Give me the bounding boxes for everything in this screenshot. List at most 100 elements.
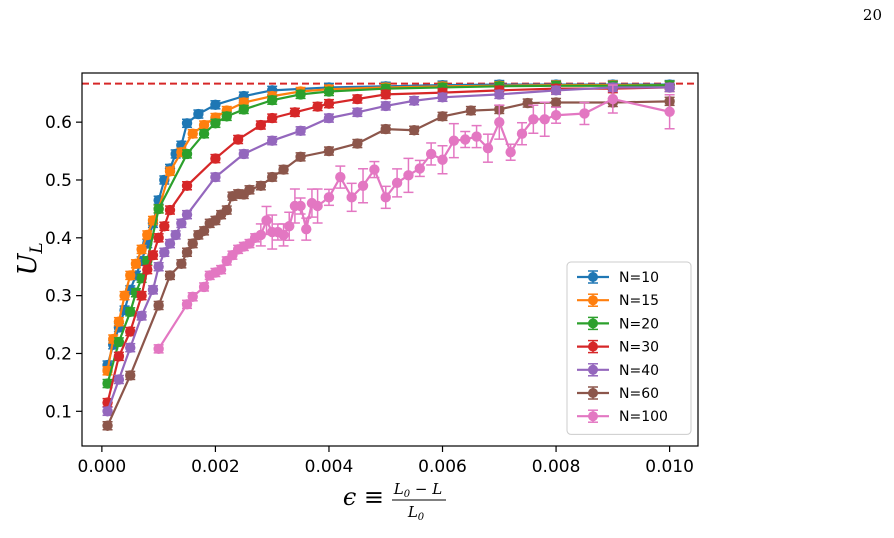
x-tick-label: 0.006 [418, 457, 467, 477]
series-N=40 [102, 82, 675, 417]
data-point [244, 184, 255, 196]
data-point [198, 119, 210, 131]
data-point [664, 82, 675, 93]
data-point [408, 125, 420, 136]
data-point [164, 238, 176, 249]
data-point [323, 86, 335, 97]
data-point [181, 299, 193, 310]
legend-label: N=60 [619, 386, 659, 402]
data-point [323, 145, 335, 157]
data-point [516, 128, 528, 139]
legend-box [566, 261, 692, 435]
data-point [113, 316, 125, 327]
data-point [198, 225, 210, 237]
data-point [181, 180, 193, 191]
data-point [278, 164, 289, 175]
data-point [352, 93, 363, 105]
data-point [164, 204, 176, 216]
data-point [147, 284, 159, 296]
data-point [159, 221, 170, 232]
data-point [136, 244, 147, 255]
data-point [142, 229, 153, 241]
data-point [391, 177, 403, 189]
data-point [437, 92, 448, 103]
data-point [323, 98, 335, 109]
data-point [380, 123, 391, 135]
legend-label: N=20 [619, 316, 659, 332]
data-point [187, 128, 198, 139]
data-point [261, 215, 272, 226]
data-point [278, 229, 289, 241]
data-point [380, 100, 391, 112]
data-point [335, 171, 346, 183]
data-point [255, 119, 267, 131]
data-point [125, 326, 136, 337]
data-point [153, 261, 164, 272]
legend-label: N=10 [619, 270, 659, 286]
data-point [323, 192, 335, 203]
series-N=60 [102, 96, 675, 431]
legend-entry-N=40: N=40 [577, 363, 659, 379]
data-point [210, 99, 221, 111]
series-N=100 [153, 84, 675, 355]
data-point [119, 290, 130, 301]
data-point [346, 192, 357, 203]
data-point [414, 163, 426, 174]
legend-label: N=30 [619, 340, 659, 356]
data-point [408, 95, 420, 106]
data-point [437, 154, 448, 165]
data-point [221, 204, 232, 216]
y-tick-label: 0.3 [45, 287, 72, 307]
data-point [130, 258, 142, 270]
data-point [198, 281, 210, 293]
data-point [125, 306, 136, 318]
data-point [425, 148, 437, 160]
numerator-subscript: 0 [404, 489, 411, 500]
data-point [323, 112, 335, 124]
data-point [482, 142, 494, 154]
x-tick-label: 0.004 [305, 457, 354, 477]
legend-marker [588, 388, 598, 398]
data-point [437, 111, 448, 122]
data-point [550, 110, 562, 121]
legend-entry-N=60: N=60 [577, 386, 659, 402]
x-tick-label: 0.008 [532, 457, 581, 477]
data-point [153, 343, 164, 355]
data-point [113, 351, 125, 362]
x-axis-label-numerator: L0 − L [393, 480, 442, 500]
data-point [187, 238, 198, 249]
data-point [295, 200, 306, 212]
data-point [539, 114, 550, 125]
data-point [142, 264, 153, 275]
legend-marker [588, 272, 598, 282]
data-point [312, 200, 323, 212]
data-point [352, 107, 363, 118]
legend-label: N=100 [619, 409, 668, 425]
axes: 0.000 0.002 0.004 0.006 0.008 0.010 0.1 0.2 0.3 0… [13, 72, 699, 523]
data-point [102, 406, 113, 417]
data-point [164, 270, 176, 281]
y-axis-label-subscript: L [27, 242, 47, 254]
data-point [301, 223, 312, 235]
data-point [125, 342, 136, 353]
legend-marker [588, 364, 598, 375]
y-tick-label: 0.1 [45, 402, 72, 422]
legend-entry-N=100: N=100 [577, 409, 668, 425]
y-tick-label: 0.4 [45, 229, 72, 249]
data-point [403, 170, 414, 181]
data-point [607, 93, 619, 105]
legend-marker [588, 411, 598, 422]
data-point [295, 151, 306, 163]
y-tick-label: 0.6 [45, 113, 72, 133]
legend-entry-N=20: N=20 [577, 316, 659, 332]
data-point [232, 134, 244, 145]
data-point [113, 374, 125, 385]
x-axis-label: ϵ ≡ L0 − LL0 [343, 480, 446, 523]
data-point [238, 148, 250, 160]
data-point [153, 232, 164, 244]
data-point [448, 135, 460, 146]
data-point [266, 171, 278, 183]
x-tick-label: 0.010 [645, 457, 694, 477]
data-point [471, 131, 482, 142]
